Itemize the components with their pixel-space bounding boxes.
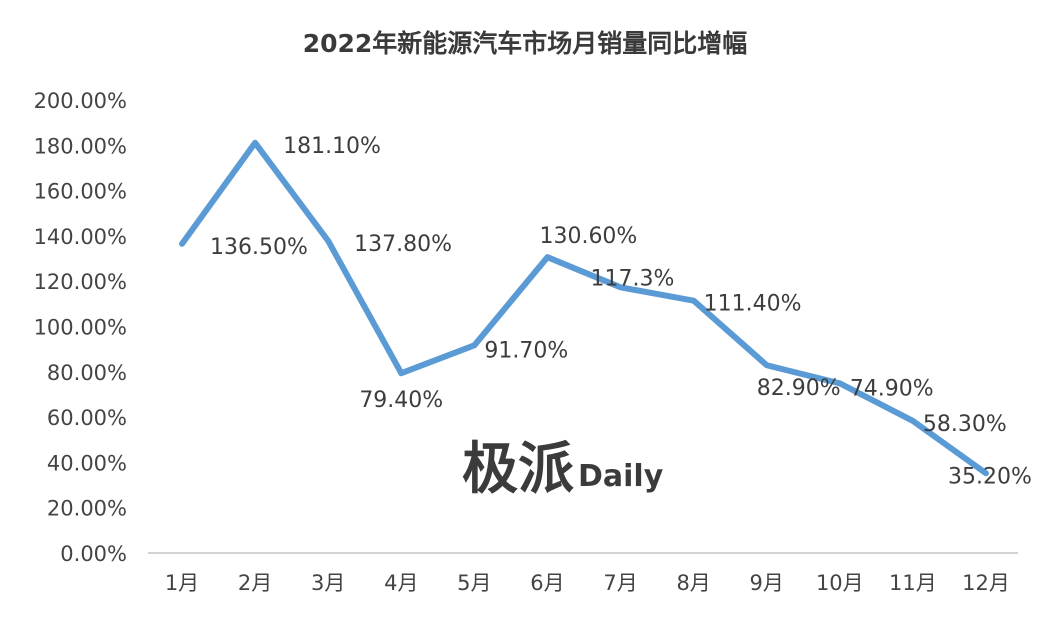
data-label: 35.20% [948, 464, 1032, 489]
series-group [179, 139, 989, 477]
y-tick-label: 0.00% [60, 542, 127, 566]
x-tick-label: 11月 [889, 571, 937, 595]
data-label: 117.3% [591, 266, 675, 291]
y-tick-label: 80.00% [47, 361, 127, 385]
x-tick-label: 6月 [530, 571, 564, 595]
y-tick-label: 180.00% [34, 134, 127, 158]
x-axis: 1月 2月 3月 4月 5月 6月 7月 8月 9月 10月 11月 12月 [148, 552, 1018, 595]
data-label: 130.60% [539, 224, 637, 249]
data-label: 74.90% [850, 376, 934, 401]
y-tick-label: 160.00% [34, 180, 127, 204]
data-label: 111.40% [704, 292, 802, 317]
data-labels: 136.50% 181.10% 137.80% 79.40% 91.70% 130.60%… [210, 134, 1032, 489]
data-label: 79.40% [359, 388, 443, 413]
x-tick-label: 10月 [816, 571, 864, 595]
data-label: 91.70% [484, 338, 568, 363]
watermark-en-text: Daily [578, 459, 664, 494]
y-axis: 0.00% 20.00% 40.00% 60.00% 80.00% 100.00% 120.… [34, 89, 127, 566]
y-tick-label: 100.00% [34, 316, 127, 340]
data-label: 82.90% [757, 376, 841, 401]
series-line [179, 139, 989, 477]
x-tick-label: 1月 [165, 571, 199, 595]
data-label: 137.80% [354, 232, 452, 257]
data-label: 58.30% [923, 412, 1007, 437]
data-label: 181.10% [283, 134, 381, 159]
x-tick-label: 2月 [238, 571, 272, 595]
y-tick-label: 200.00% [34, 89, 127, 113]
x-tick-label: 8月 [676, 571, 710, 595]
x-tick-label: 5月 [457, 571, 491, 595]
y-tick-label: 20.00% [47, 497, 127, 521]
x-tick-label: 7月 [603, 571, 637, 595]
y-tick-label: 60.00% [47, 406, 127, 430]
data-label: 136.50% [210, 235, 308, 260]
watermark-cn-text: 极派 [462, 437, 574, 502]
x-tick-label: 4月 [384, 571, 418, 595]
y-tick-label: 40.00% [47, 451, 127, 475]
y-tick-label: 140.00% [34, 225, 127, 249]
chart-title: 2022年新能源汽车市场月销量同比增幅 [303, 29, 748, 58]
x-tick-label: 12月 [962, 571, 1010, 595]
x-tick-label: 9月 [750, 571, 784, 595]
x-tick-label: 3月 [311, 571, 345, 595]
y-tick-label: 120.00% [34, 270, 127, 294]
watermark-logo: 极派 Daily [462, 437, 664, 502]
